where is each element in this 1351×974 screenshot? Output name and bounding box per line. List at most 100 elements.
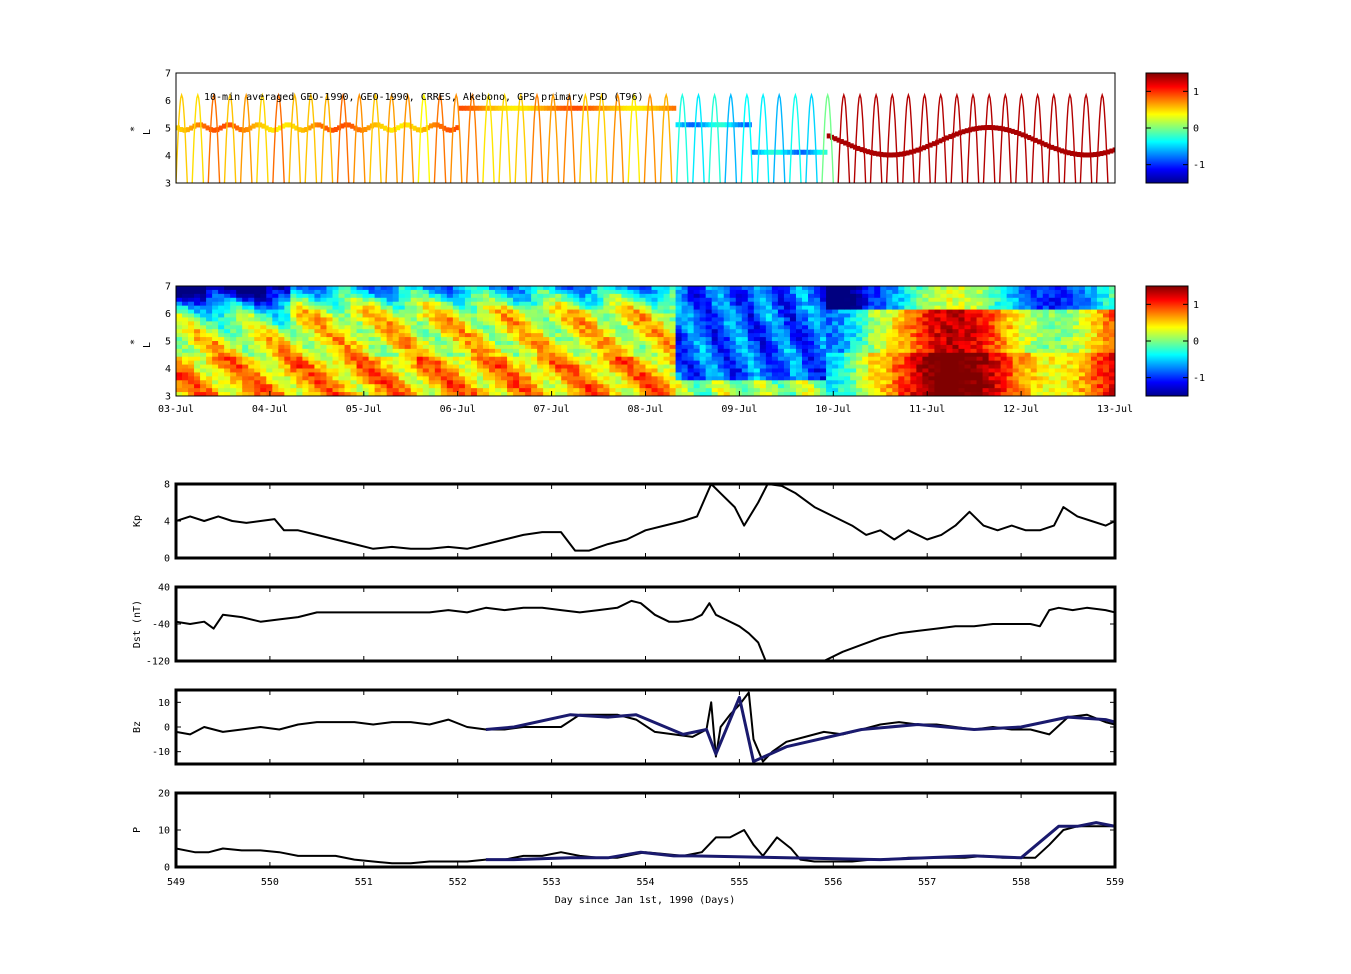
psd-cell [1030,321,1038,326]
psd-cell [507,325,514,330]
psd-cell [176,388,183,393]
psd-cell [1036,392,1044,396]
psd-cell [928,368,936,374]
psd-cell [440,313,448,319]
psd-cell [1096,368,1104,374]
psd-cell [416,301,424,307]
psd-cell [753,360,761,366]
psd-track-segment [948,134,953,140]
psd-cell [976,309,984,315]
psd-cell [808,305,815,311]
psd-cell [386,372,394,377]
psd-cell [525,321,532,326]
psd-cell [188,364,195,370]
psd-cell [302,392,310,396]
psd-cell [627,356,635,362]
psd-cell [1096,305,1104,311]
psd-cell [561,384,568,389]
psd-cell [753,297,761,303]
psd-cell [458,364,466,370]
psd-cell [838,364,845,370]
psd-cell [266,301,273,307]
psd-cell [398,380,406,385]
psd-cell [404,297,412,303]
psd-cell [561,313,568,319]
psd-cell [326,341,334,346]
psd-cell [910,356,917,362]
psd-cell [994,344,1002,350]
psd-cell [789,348,797,354]
psd-cell [495,344,502,350]
psd-cell [886,392,893,396]
psd-cell [537,325,544,330]
psd-cell [567,360,574,366]
psd-cell [729,388,737,393]
psd-cell [964,329,972,334]
psd-cell [380,388,388,393]
psd-cell [946,341,954,346]
psd-track-segment [366,125,371,131]
psd-cell [332,368,340,374]
psd-cell [922,289,930,295]
psd-cell [711,313,719,319]
psd-cell [759,348,767,354]
psd-cell [814,352,821,358]
psd-cell [260,392,267,396]
psd-cell [898,317,905,322]
psd-cell [669,341,677,346]
psd-cell [832,329,839,334]
psd-cell [555,341,562,346]
psd-cell [675,360,683,366]
psd-cell [302,325,310,330]
psd-cell [826,372,833,377]
psd-cell [645,321,653,326]
psd-cell [795,364,803,370]
psd-cell [747,356,755,362]
psd-cell [693,352,701,358]
psd-cell [458,348,466,354]
psd-cell [838,348,845,354]
psd-cell [862,368,869,374]
psd-cell [579,313,586,319]
psd-cell [970,341,978,346]
psd-cell [765,372,773,377]
psd-cell [591,313,598,319]
psd-cell [1030,333,1038,338]
psd-cell [717,380,725,385]
psd-cell [615,392,623,396]
psd-cell [410,360,418,366]
psd-cell [1042,321,1050,326]
psd-cell [657,372,665,377]
psd-cell [874,380,881,385]
psd-cell [296,325,304,330]
psd-cell [428,325,436,330]
psd-cell [934,309,942,315]
psd-cell [729,301,737,307]
psd-cell [531,333,538,338]
psd-track-segment [905,150,910,156]
psd-cell [723,388,731,393]
psd-cell [928,321,936,326]
psd-cell [284,286,291,291]
x-axis-label: Day since Jan 1st, 1990 (Days) [555,895,736,906]
psd-cell [832,372,839,377]
psd-cell [928,344,936,350]
psd-cell [495,325,502,330]
psd-reanalysis-date-ticks: 03-Jul 04-Jul 05-Jul 06-Jul 07-Jul 08-Jul 09-J… [158,391,1133,415]
psd-cell [428,376,436,381]
psd-cell [910,305,917,311]
psd-cell [880,286,887,291]
psd-cell [1066,360,1074,366]
psd-cell [362,352,370,358]
psd-cell [759,388,767,393]
psd-cell [404,293,412,299]
psd-track-segment [438,123,443,129]
psd-cell [729,344,737,350]
psd-cell [874,341,881,346]
psd-cell [850,317,857,322]
psd-cell [356,348,364,354]
psd-cell [350,286,358,291]
psd-cell [940,317,948,322]
psd-cell [212,384,219,389]
psd-cell [398,392,406,396]
